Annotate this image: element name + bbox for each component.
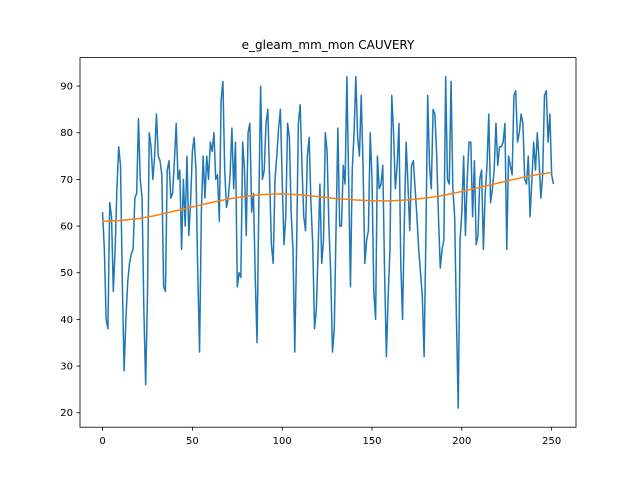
x-tick-label: 100	[273, 436, 292, 447]
y-tick-label: 30	[60, 362, 73, 373]
y-tick-label: 90	[60, 82, 73, 93]
x-tick-label: 150	[362, 436, 381, 447]
y-tick-label: 50	[60, 268, 73, 279]
y-tick-label: 60	[60, 222, 73, 233]
x-tick-label: 0	[99, 436, 105, 447]
chart-title: e_gleam_mm_mon CAUVERY	[242, 38, 415, 52]
x-tick-label: 50	[186, 436, 199, 447]
line	[102, 171, 552, 223]
y-tick-label: 20	[60, 408, 73, 419]
line	[101, 75, 555, 409]
y-tick-label: 70	[60, 175, 73, 186]
x-tick-label: 200	[452, 436, 471, 447]
plot-frame	[79, 57, 577, 428]
y-tick-label: 40	[60, 315, 73, 326]
y-tick-label: 80	[60, 128, 73, 139]
x-tick-label: 250	[542, 436, 561, 447]
